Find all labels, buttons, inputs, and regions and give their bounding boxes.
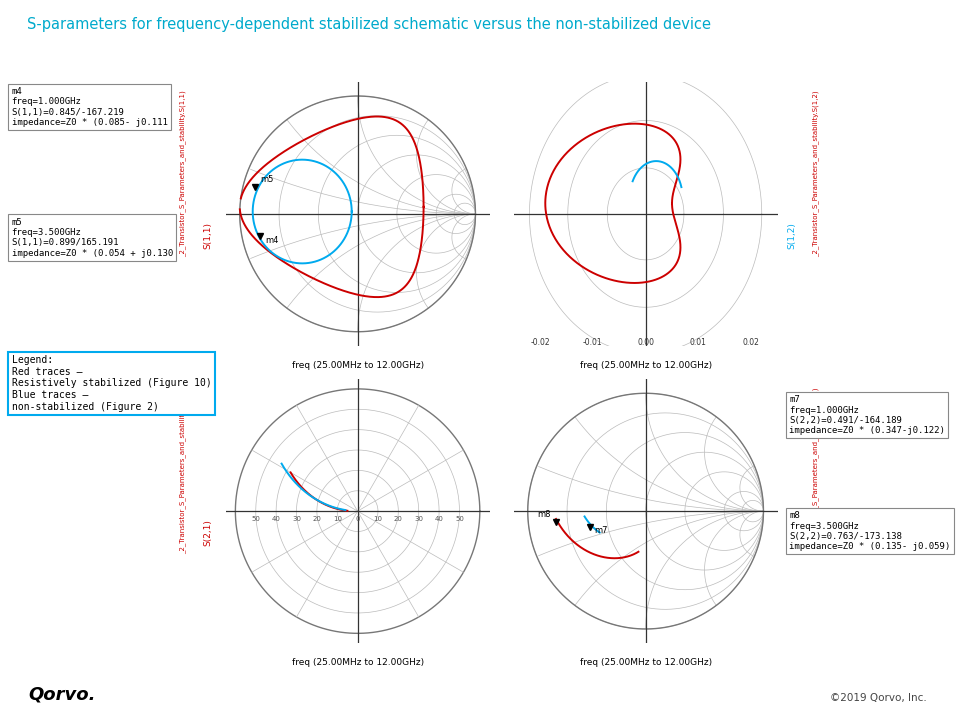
Text: 30: 30 <box>414 516 423 522</box>
Text: 0.01: 0.01 <box>690 338 707 347</box>
Text: 50: 50 <box>252 516 260 522</box>
Text: m4: m4 <box>265 236 278 245</box>
Text: 0.02: 0.02 <box>743 338 759 347</box>
Text: Qorvo.: Qorvo. <box>29 685 96 703</box>
Text: 20: 20 <box>312 516 322 522</box>
Text: freq (25.00MHz to 12.00GHz): freq (25.00MHz to 12.00GHz) <box>580 361 711 370</box>
Text: 40: 40 <box>435 516 444 522</box>
Text: 50: 50 <box>455 516 464 522</box>
Text: _2_Transistor_S_Parameters_and_stability.S(1,1): _2_Transistor_S_Parameters_and_stability… <box>179 91 186 257</box>
Text: S(2,2): S(2,2) <box>787 519 797 546</box>
Text: -0.02: -0.02 <box>530 338 550 347</box>
Text: m7
freq=1.000GHz
S(2,2)=0.491/-164.189
impedance=Z0 * (0.347-j0.122): m7 freq=1.000GHz S(2,2)=0.491/-164.189 i… <box>789 395 945 435</box>
Text: S(1,2): S(1,2) <box>787 222 797 249</box>
Text: 20: 20 <box>394 516 403 522</box>
Text: m5
freq=3.500GHz
S(1,1)=0.899/165.191
impedance=Z0 * (0.054 + j0.130: m5 freq=3.500GHz S(1,1)=0.899/165.191 im… <box>12 218 173 257</box>
Text: m4
freq=1.000GHz
S(1,1)=0.845/-167.219
impedance=Z0 * (0.085- j0.111: m4 freq=1.000GHz S(1,1)=0.845/-167.219 i… <box>12 87 167 127</box>
Text: _2_Transistor_S_Parameters_and_stability.S(1,2): _2_Transistor_S_Parameters_and_stability… <box>812 91 820 257</box>
Text: S-parameters for frequency-dependent stabilized schematic versus the non-stabili: S-parameters for frequency-dependent sta… <box>27 17 710 33</box>
Text: S(2,1): S(2,1) <box>204 519 213 546</box>
Text: ©2019 Qorvo, Inc.: ©2019 Qorvo, Inc. <box>829 693 926 703</box>
Text: 0: 0 <box>355 516 360 522</box>
Text: 0.00: 0.00 <box>637 338 654 347</box>
Text: 40: 40 <box>272 516 280 522</box>
Text: m7: m7 <box>594 526 608 535</box>
Text: freq (25.00MHz to 12.00GHz): freq (25.00MHz to 12.00GHz) <box>292 658 423 667</box>
Text: Legend:
Red traces –
Resistively stabilized (Figure 10)
Blue traces –
non-stabil: Legend: Red traces – Resistively stabili… <box>12 355 211 412</box>
Text: S(1,1): S(1,1) <box>204 222 213 249</box>
Text: _2_Transistor_S_Parameters_and_stability.S(2,2): _2_Transistor_S_Parameters_and_stability… <box>812 388 820 554</box>
Text: freq (25.00MHz to 12.00GHz): freq (25.00MHz to 12.00GHz) <box>580 658 711 667</box>
Text: 10: 10 <box>333 516 342 522</box>
Text: m5: m5 <box>260 175 274 184</box>
Text: -0.01: -0.01 <box>583 338 603 347</box>
Text: freq (25.00MHz to 12.00GHz): freq (25.00MHz to 12.00GHz) <box>292 361 423 370</box>
Text: m8
freq=3.500GHz
S(2,2)=0.763/-173.138
impedance=Z0 * (0.135- j0.059): m8 freq=3.500GHz S(2,2)=0.763/-173.138 i… <box>789 511 950 551</box>
Text: m8: m8 <box>538 510 551 519</box>
Text: _2_Transistor_S_Parameters_and_stability.S(2,1): _2_Transistor_S_Parameters_and_stability… <box>179 388 186 554</box>
Text: 10: 10 <box>373 516 382 522</box>
Text: 30: 30 <box>292 516 301 522</box>
